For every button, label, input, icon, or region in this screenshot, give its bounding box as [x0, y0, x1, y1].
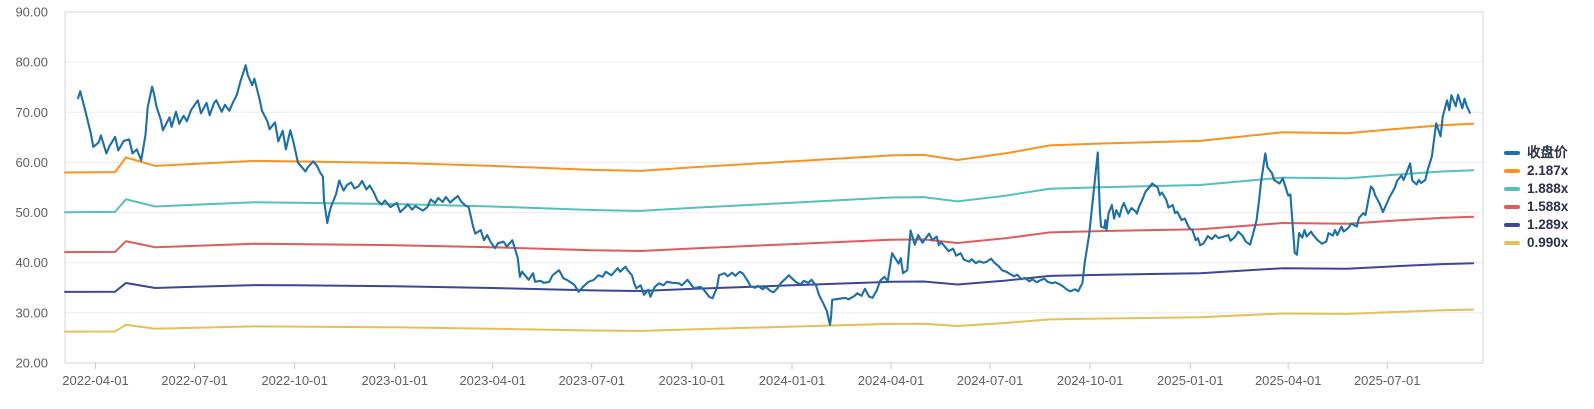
- band-line-2-187x: [64, 122, 1475, 174]
- x-axis-label: 2024-10-01: [1057, 373, 1124, 388]
- x-axis-label: 2024-04-01: [858, 373, 925, 388]
- y-axis-label: 40.00: [15, 255, 48, 270]
- close-price-line: [77, 64, 1471, 326]
- legend-item-close-price[interactable]: 收盘价: [1504, 146, 1568, 160]
- legend-item-1-888x[interactable]: 1.888x: [1504, 182, 1568, 196]
- x-axis-label: 2023-10-01: [659, 373, 726, 388]
- legend-item-1-588x[interactable]: 1.588x: [1504, 200, 1568, 214]
- x-axis-label: 2022-10-01: [261, 373, 328, 388]
- x-axis-label: 2022-04-01: [62, 373, 129, 388]
- band-line-1-588x: [64, 215, 1475, 254]
- legend-label: 1.289x: [1527, 217, 1569, 232]
- chart-legend: 收盘价 2.187x 1.888x 1.588x 1.289x 0.990x: [1504, 146, 1568, 250]
- legend-swatch-icon: [1504, 205, 1520, 209]
- legend-swatch-icon: [1504, 223, 1520, 227]
- x-axis-label: 2023-07-01: [558, 373, 625, 388]
- legend-swatch-icon: [1504, 169, 1520, 173]
- legend-label: 1.888x: [1527, 181, 1569, 196]
- x-axis-label: 2022-07-01: [161, 373, 228, 388]
- band-line-1-289x: [64, 262, 1475, 293]
- y-axis-label: 70.00: [15, 105, 48, 120]
- legend-label: 0.990x: [1527, 235, 1569, 250]
- legend-label: 收盘价: [1527, 145, 1568, 160]
- x-axis-label: 2024-01-01: [759, 373, 826, 388]
- x-axis-label: 2023-01-01: [361, 373, 428, 388]
- x-axis-label: 2023-04-01: [459, 373, 526, 388]
- y-axis-label: 50.00: [15, 205, 48, 220]
- legend-swatch-icon: [1504, 151, 1520, 155]
- legend-label: 1.588x: [1527, 199, 1569, 214]
- y-axis-label: 30.00: [15, 305, 48, 320]
- y-axis-label: 20.00: [15, 356, 48, 371]
- legend-swatch-icon: [1504, 241, 1520, 245]
- y-axis-label: 60.00: [15, 155, 48, 170]
- legend-item-2-187x[interactable]: 2.187x: [1504, 164, 1568, 178]
- y-axis-label: 90.00: [15, 5, 48, 20]
- legend-swatch-icon: [1504, 187, 1520, 191]
- legend-item-1-289x[interactable]: 1.289x: [1504, 218, 1568, 232]
- y-axis-label: 80.00: [15, 55, 48, 70]
- legend-label: 2.187x: [1527, 163, 1569, 178]
- x-axis-label: 2025-04-01: [1255, 373, 1322, 388]
- band-line-0-990x: [64, 308, 1475, 333]
- legend-item-0-990x[interactable]: 0.990x: [1504, 236, 1568, 250]
- x-axis-label: 2025-01-01: [1157, 373, 1224, 388]
- x-axis-label: 2025-07-01: [1354, 373, 1421, 388]
- x-axis-label: 2024-07-01: [957, 373, 1024, 388]
